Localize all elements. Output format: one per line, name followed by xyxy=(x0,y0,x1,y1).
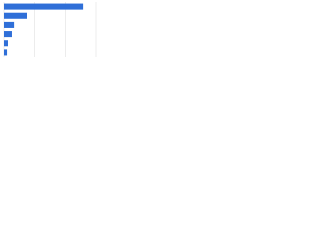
bar xyxy=(4,31,12,38)
bar xyxy=(4,3,84,10)
page: (() => { const data = JSON.parse(documen… xyxy=(0,0,320,71)
chart xyxy=(3,2,97,57)
bar xyxy=(4,40,8,47)
bar xyxy=(4,21,15,28)
bar xyxy=(4,12,27,19)
bar xyxy=(4,49,8,56)
